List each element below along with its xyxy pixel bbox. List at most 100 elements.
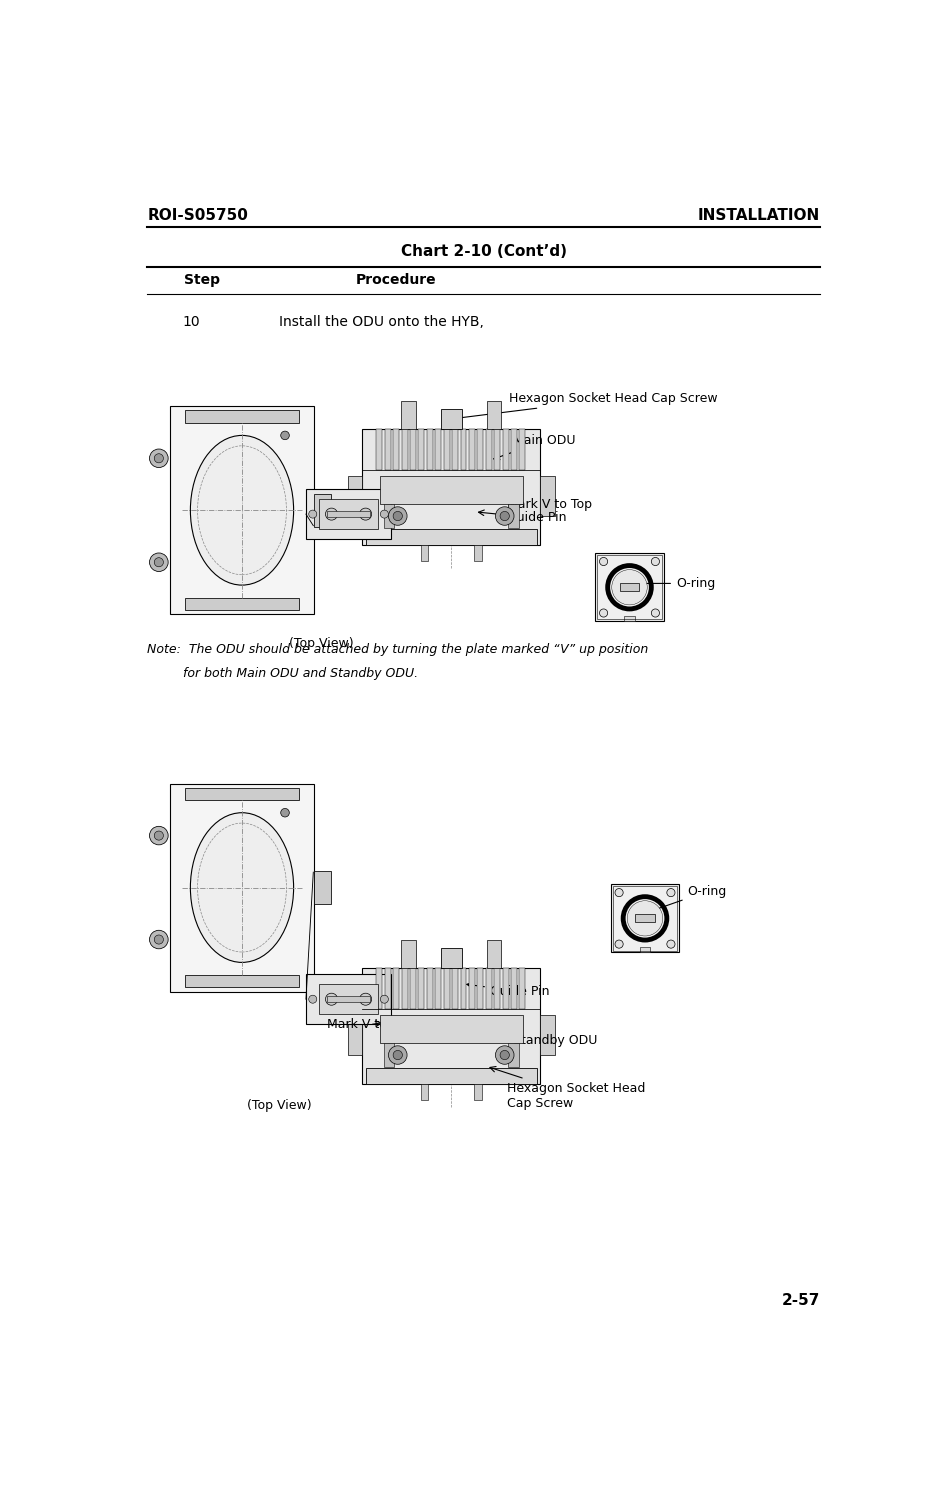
Bar	[487, 939, 501, 969]
Bar	[475, 1084, 481, 1100]
Circle shape	[360, 993, 372, 1005]
Bar	[328, 996, 370, 1002]
Circle shape	[612, 570, 648, 605]
Text: for both Main ODU and Standby ODU.: for both Main ODU and Standby ODU.	[147, 667, 418, 681]
Circle shape	[149, 826, 168, 845]
Bar	[313, 494, 331, 527]
Bar	[383, 505, 395, 527]
Bar	[385, 969, 391, 1009]
Text: Step: Step	[184, 273, 220, 288]
Bar	[313, 870, 331, 905]
Ellipse shape	[191, 436, 294, 585]
Bar	[377, 969, 382, 1009]
Circle shape	[149, 552, 168, 572]
Circle shape	[154, 558, 163, 567]
Circle shape	[627, 900, 663, 936]
Bar	[639, 947, 650, 953]
Bar	[435, 969, 441, 1009]
Bar	[511, 969, 517, 1009]
Text: Guide Pin: Guide Pin	[467, 982, 549, 997]
Bar	[624, 615, 635, 621]
Bar	[365, 1067, 537, 1084]
Bar	[418, 430, 425, 470]
Circle shape	[154, 454, 163, 463]
Bar	[319, 499, 379, 529]
Bar	[613, 887, 678, 951]
Bar	[519, 969, 526, 1009]
Circle shape	[393, 1051, 402, 1060]
Bar	[401, 969, 408, 1009]
Circle shape	[309, 996, 317, 1003]
Bar	[486, 430, 492, 470]
Text: Mark V to Top: Mark V to Top	[497, 494, 592, 511]
Circle shape	[666, 888, 675, 897]
Bar	[435, 430, 441, 470]
Text: Main ODU: Main ODU	[494, 434, 576, 460]
Circle shape	[599, 609, 608, 617]
Text: Guide Pin: Guide Pin	[479, 511, 566, 524]
Bar	[487, 400, 501, 430]
Text: 2-57: 2-57	[782, 1293, 820, 1308]
Bar	[362, 430, 540, 545]
Bar	[410, 969, 416, 1009]
Circle shape	[666, 941, 675, 948]
Circle shape	[154, 935, 163, 944]
Circle shape	[380, 511, 388, 518]
Circle shape	[149, 449, 168, 467]
Bar	[394, 969, 399, 1009]
Bar	[511, 430, 517, 470]
Bar	[185, 975, 299, 987]
Bar	[306, 490, 391, 539]
Bar	[444, 969, 449, 1009]
Circle shape	[393, 512, 402, 521]
Bar	[383, 1044, 395, 1066]
Bar	[441, 948, 462, 969]
Bar	[418, 969, 425, 1009]
Bar	[635, 914, 654, 923]
Bar	[452, 969, 458, 1009]
Bar	[377, 430, 382, 470]
Circle shape	[496, 506, 514, 526]
Circle shape	[326, 508, 338, 520]
Bar	[170, 784, 313, 991]
Text: Procedure: Procedure	[356, 273, 436, 288]
Bar	[348, 1015, 362, 1056]
Bar	[475, 545, 481, 561]
Bar	[486, 969, 492, 1009]
Bar	[469, 969, 475, 1009]
Bar	[319, 984, 379, 1014]
Bar	[348, 476, 362, 517]
Bar	[508, 505, 519, 527]
Bar	[427, 430, 432, 470]
Bar	[444, 430, 449, 470]
Bar	[427, 969, 432, 1009]
Circle shape	[380, 996, 388, 1003]
Circle shape	[651, 557, 660, 566]
Text: Install the ODU onto the HYB,: Install the ODU onto the HYB,	[279, 315, 484, 328]
Text: (Top View): (Top View)	[246, 1099, 312, 1112]
Bar	[508, 1044, 519, 1066]
Text: Hexagon Socket Head
Cap Screw: Hexagon Socket Head Cap Screw	[490, 1066, 646, 1109]
Bar	[328, 511, 370, 517]
Text: Standby ODU: Standby ODU	[497, 1026, 598, 1047]
Circle shape	[599, 557, 608, 566]
Text: Chart 2-10 (Cont’d): Chart 2-10 (Cont’d)	[401, 243, 566, 258]
Circle shape	[309, 511, 317, 518]
Circle shape	[500, 1051, 510, 1060]
Bar	[401, 430, 408, 470]
Bar	[540, 1015, 555, 1056]
Bar	[394, 430, 399, 470]
Circle shape	[149, 930, 168, 948]
Bar	[502, 969, 509, 1009]
Bar	[441, 409, 462, 430]
Bar	[421, 545, 428, 561]
Bar	[401, 400, 415, 430]
Bar	[620, 584, 639, 591]
Text: (Top View): (Top View)	[289, 638, 354, 651]
Text: O-ring: O-ring	[645, 885, 727, 914]
Circle shape	[326, 993, 338, 1005]
Circle shape	[651, 609, 660, 617]
Text: Mark V to Top: Mark V to Top	[328, 1018, 413, 1032]
Bar	[185, 411, 299, 423]
Bar	[365, 529, 537, 545]
